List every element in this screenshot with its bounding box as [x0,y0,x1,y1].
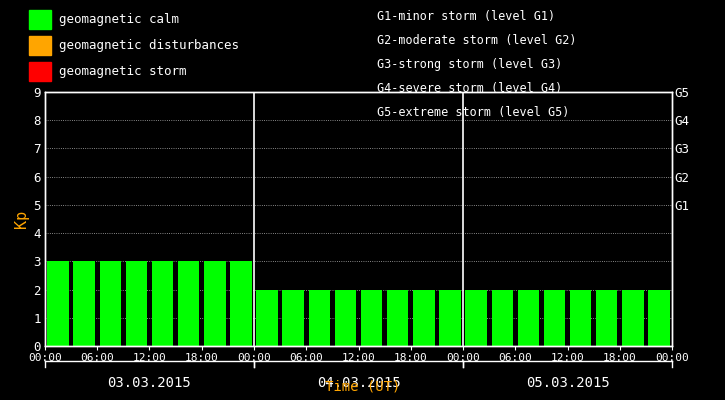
Bar [257,290,278,346]
Text: G3-strong storm (level G3): G3-strong storm (level G3) [377,58,563,71]
Text: geomagnetic storm: geomagnetic storm [59,65,187,78]
Bar [622,290,644,346]
Bar [152,261,173,346]
Bar [309,290,330,346]
Bar [648,290,670,346]
Bar [47,261,69,346]
Bar [283,290,304,346]
Bar [387,290,408,346]
Text: G1-minor storm (level G1): G1-minor storm (level G1) [377,10,555,23]
Bar [492,290,513,346]
Text: 05.03.2015: 05.03.2015 [526,376,610,390]
Bar [361,290,382,346]
Text: geomagnetic calm: geomagnetic calm [59,13,180,26]
Text: 04.03.2015: 04.03.2015 [317,376,400,390]
Bar [518,290,539,346]
Bar [465,290,486,346]
Text: Time (UT): Time (UT) [325,380,400,394]
Text: G2-moderate storm (level G2): G2-moderate storm (level G2) [377,34,576,47]
Bar [204,261,225,346]
Bar [439,290,460,346]
Bar [125,261,147,346]
Bar [73,261,95,346]
Y-axis label: Kp: Kp [14,210,29,228]
Text: G5-extreme storm (level G5): G5-extreme storm (level G5) [377,106,569,119]
Text: 03.03.2015: 03.03.2015 [107,376,191,390]
Text: geomagnetic disturbances: geomagnetic disturbances [59,39,239,52]
Bar [178,261,199,346]
Bar [231,261,252,346]
Text: G4-severe storm (level G4): G4-severe storm (level G4) [377,82,563,95]
Bar [570,290,592,346]
Bar [335,290,356,346]
Bar [99,261,121,346]
Bar [413,290,434,346]
Bar [544,290,566,346]
Bar [596,290,618,346]
